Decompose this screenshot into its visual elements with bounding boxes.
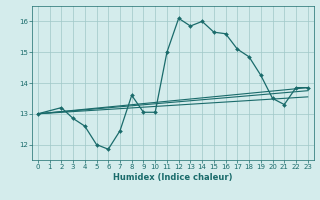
X-axis label: Humidex (Indice chaleur): Humidex (Indice chaleur)	[113, 173, 233, 182]
